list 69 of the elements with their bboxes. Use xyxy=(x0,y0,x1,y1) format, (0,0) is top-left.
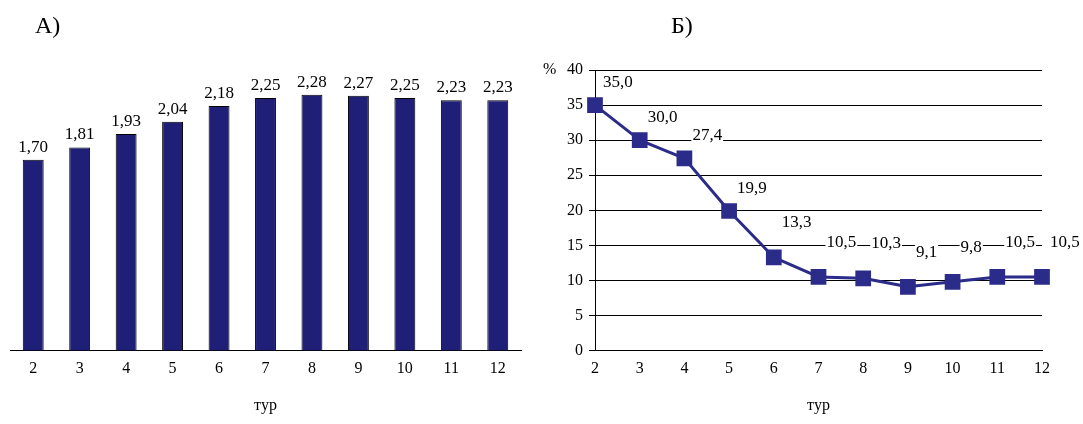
data-label: 10,5 xyxy=(1005,231,1036,251)
x-tick-label: 5 xyxy=(168,359,177,377)
data-label: 35,0 xyxy=(603,72,633,92)
y-tick-label: 40 xyxy=(567,60,583,78)
x-tick-label: 12 xyxy=(489,359,506,377)
y-tick-label: 30 xyxy=(567,130,583,148)
data-label: 2,25 xyxy=(250,75,281,95)
chart-title: А) xyxy=(35,12,61,39)
x-tick-label: 3 xyxy=(635,359,644,377)
data-label: 2,23 xyxy=(482,77,513,97)
x-tick-label: 2 xyxy=(591,359,599,377)
x-tick-label: 9 xyxy=(903,359,912,377)
data-label: 10,5 xyxy=(826,231,857,251)
y-tick-label: 0 xyxy=(575,340,583,358)
data-label: 2,04 xyxy=(157,98,188,118)
data-label: 10,3 xyxy=(871,233,901,253)
point xyxy=(1034,269,1050,285)
x-tick-label: 6 xyxy=(215,359,224,377)
x-tick-label: 2 xyxy=(29,359,38,377)
y-axis-title: % xyxy=(543,60,557,78)
x-tick-label: 8 xyxy=(859,359,868,377)
x-tick-label: 11 xyxy=(443,359,460,377)
point xyxy=(676,150,693,167)
x-tick-label: 12 xyxy=(1034,359,1050,377)
point xyxy=(900,278,916,295)
data-label: 1,81 xyxy=(64,124,95,144)
y-tick-label: 15 xyxy=(567,235,583,253)
point xyxy=(587,97,603,113)
point xyxy=(810,269,827,285)
data-label: 9,8 xyxy=(960,236,982,256)
x-axis-title: тур xyxy=(807,395,830,414)
y-tick-label: 25 xyxy=(567,165,583,183)
data-label: 10,5 xyxy=(1050,231,1080,251)
data-label: 19,9 xyxy=(737,177,767,197)
y-tick-label: 10 xyxy=(567,270,583,288)
point xyxy=(765,249,782,266)
x-tick-label: 7 xyxy=(261,359,270,377)
data-label: 27,4 xyxy=(692,125,723,145)
point xyxy=(855,270,872,287)
data-label: 2,25 xyxy=(389,75,420,95)
point xyxy=(721,203,737,219)
point xyxy=(944,273,961,290)
y-tick-label: 35 xyxy=(567,95,583,113)
chart-title: Б) xyxy=(671,12,693,39)
point xyxy=(989,269,1006,285)
x-tick-label: 3 xyxy=(75,359,84,377)
data-label: 9,1 xyxy=(915,241,938,261)
x-tick-label: 10 xyxy=(944,359,961,377)
data-label: 30,0 xyxy=(647,107,678,127)
x-tick-label: 5 xyxy=(725,359,734,377)
data-label: 2,23 xyxy=(436,77,467,97)
x-tick-label: 4 xyxy=(122,359,131,377)
x-tick-label: 10 xyxy=(396,359,413,377)
data-label: 2,28 xyxy=(297,71,327,91)
data-label: 1,70 xyxy=(18,136,49,156)
x-axis-title: тур xyxy=(254,395,277,414)
x-tick-label: 4 xyxy=(680,359,689,377)
data-label: 2,27 xyxy=(343,72,374,92)
point xyxy=(631,132,648,149)
y-tick-label: 5 xyxy=(575,305,583,323)
data-label: 13,3 xyxy=(781,212,812,232)
x-tick-label: 6 xyxy=(769,359,778,377)
x-tick-label: 11 xyxy=(989,359,1005,377)
data-label: 1,93 xyxy=(111,110,142,130)
y-tick-label: 20 xyxy=(567,200,583,218)
x-tick-label: 9 xyxy=(354,359,363,377)
data-label: 2,18 xyxy=(204,82,234,102)
x-tick-label: 7 xyxy=(814,359,823,377)
x-tick-label: 8 xyxy=(307,359,316,377)
